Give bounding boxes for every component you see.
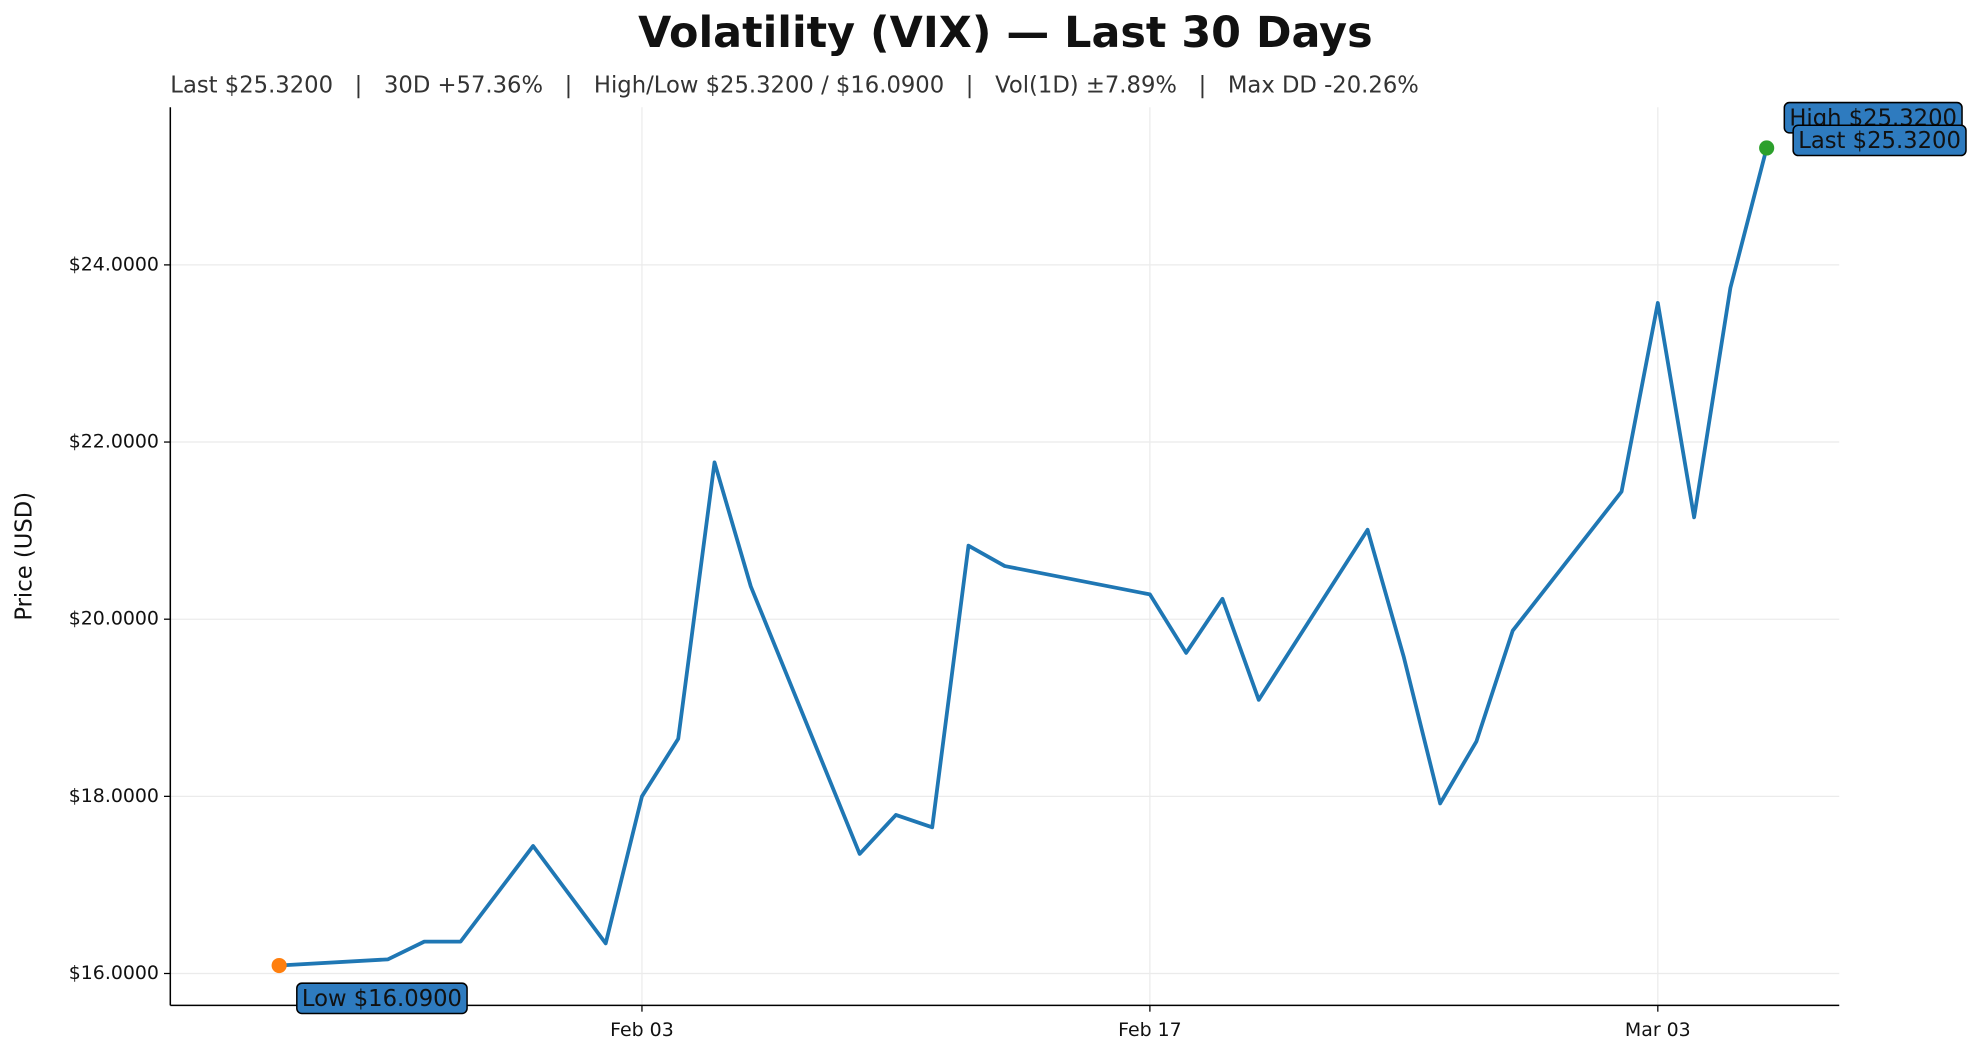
annotation-box [1792,124,1967,157]
chart-subtitle: Last $25.3200 | 30D +57.36% | High/Low $… [170,72,1419,98]
y-tick-label: $18.0000 [69,785,159,807]
y-tick-label: $24.0000 [69,253,159,275]
annotation: Last $25.3200 [1792,124,1967,157]
y-tick-label: $22.0000 [69,431,159,453]
annotation-label: Last $25.3200 [1798,128,1961,154]
x-tick-label: Feb 17 [1118,1019,1182,1041]
last-marker [1759,140,1775,156]
annotation-label: Low $16.0900 [302,986,462,1012]
x-tick-label: Feb 03 [610,1019,674,1041]
x-tick-label: Mar 03 [1625,1019,1691,1041]
low-marker [271,957,287,974]
chart-title: Volatility (VIX) — Last 30 Days [638,8,1372,58]
price-line [279,147,1769,968]
y-tick-label: $16.0000 [69,962,159,984]
y-tick-label: $20.0000 [69,608,159,630]
y-axis-label: Price (USD) [12,492,38,621]
annotation-box [296,982,468,1015]
annotation: Low $16.0900 [296,982,468,1015]
